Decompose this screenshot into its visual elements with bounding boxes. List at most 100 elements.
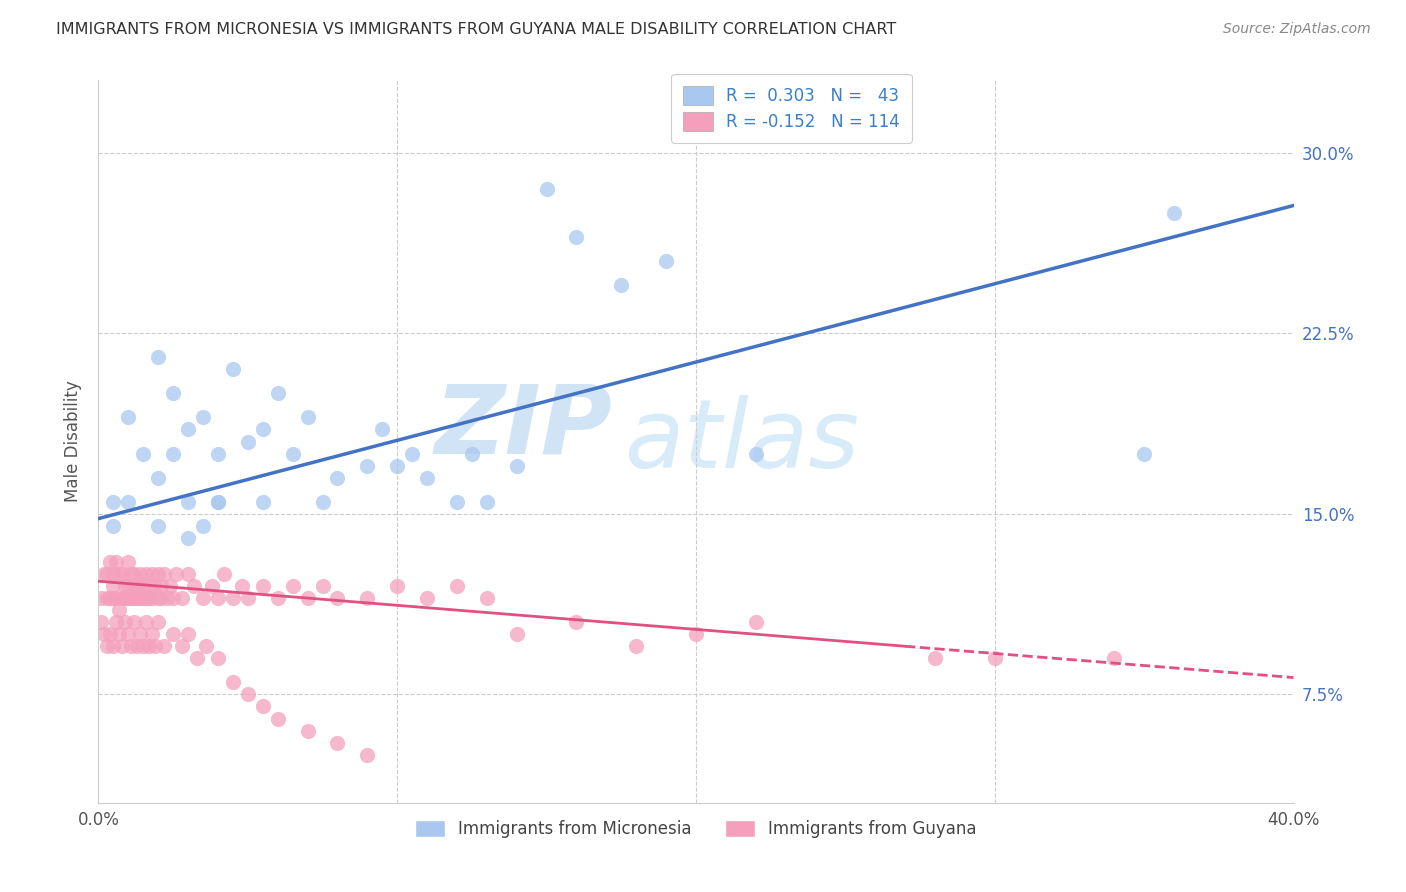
Point <box>356 591 378 606</box>
Point <box>236 687 259 701</box>
Point <box>105 555 128 569</box>
Point <box>129 627 152 641</box>
Point <box>148 471 170 485</box>
Point <box>326 471 349 485</box>
Point <box>177 423 200 437</box>
Point <box>93 627 115 641</box>
Point <box>177 567 200 582</box>
Point <box>177 494 200 508</box>
Point <box>177 531 200 545</box>
Point <box>326 735 349 749</box>
Point <box>98 627 122 641</box>
Point <box>141 627 163 641</box>
Y-axis label: Male Disability: Male Disability <box>63 381 82 502</box>
Point <box>207 494 229 508</box>
Point <box>191 519 214 533</box>
Point <box>150 579 173 593</box>
Point <box>114 579 136 593</box>
Point <box>655 253 678 268</box>
Point <box>90 615 112 630</box>
Point <box>143 639 166 653</box>
Point <box>148 591 170 606</box>
Point <box>252 579 274 593</box>
Point <box>138 639 160 653</box>
Point <box>156 591 179 606</box>
Point <box>267 591 290 606</box>
Point <box>252 423 274 437</box>
Point <box>924 651 946 665</box>
Point <box>416 471 439 485</box>
Point <box>281 447 304 461</box>
Point <box>475 591 498 606</box>
Point <box>141 591 163 606</box>
Point <box>183 579 205 593</box>
Point <box>96 639 118 653</box>
Point <box>148 615 170 630</box>
Point <box>141 567 163 582</box>
Point <box>195 639 218 653</box>
Point <box>120 639 142 653</box>
Point <box>297 723 319 738</box>
Point <box>311 494 333 508</box>
Point <box>103 567 125 582</box>
Point <box>120 591 142 606</box>
Point <box>132 639 155 653</box>
Point <box>135 591 157 606</box>
Point <box>105 615 128 630</box>
Point <box>111 567 134 582</box>
Point <box>385 579 409 593</box>
Point <box>117 494 139 508</box>
Point <box>124 591 146 606</box>
Point <box>162 386 184 401</box>
Point <box>103 519 125 533</box>
Point <box>114 591 136 606</box>
Point <box>401 447 423 461</box>
Point <box>127 591 149 606</box>
Point <box>172 639 194 653</box>
Point <box>150 591 173 606</box>
Point <box>132 447 155 461</box>
Point <box>236 591 259 606</box>
Point <box>311 579 333 593</box>
Point <box>165 567 187 582</box>
Point <box>124 579 146 593</box>
Point <box>117 591 139 606</box>
Point <box>153 639 176 653</box>
Point <box>745 615 768 630</box>
Point <box>111 639 134 653</box>
Point <box>281 579 304 593</box>
Point <box>475 494 498 508</box>
Point <box>162 591 184 606</box>
Point <box>98 555 122 569</box>
Point <box>148 350 170 364</box>
Point <box>177 627 200 641</box>
Point <box>252 699 274 714</box>
Point <box>207 651 229 665</box>
Point <box>371 423 394 437</box>
Point <box>446 579 468 593</box>
Point <box>108 603 131 617</box>
Point <box>506 458 529 473</box>
Point <box>222 362 245 376</box>
Point <box>297 410 319 425</box>
Point <box>1163 205 1185 219</box>
Point <box>135 615 157 630</box>
Point <box>127 579 149 593</box>
Point <box>129 567 152 582</box>
Point <box>159 579 181 593</box>
Point <box>236 434 259 449</box>
Point <box>252 494 274 508</box>
Point <box>172 591 194 606</box>
Point <box>143 579 166 593</box>
Text: IMMIGRANTS FROM MICRONESIA VS IMMIGRANTS FROM GUYANA MALE DISABILITY CORRELATION: IMMIGRANTS FROM MICRONESIA VS IMMIGRANTS… <box>56 22 897 37</box>
Point <box>93 567 115 582</box>
Point <box>120 567 142 582</box>
Point <box>135 567 157 582</box>
Point <box>186 651 208 665</box>
Point <box>984 651 1007 665</box>
Point <box>96 591 118 606</box>
Point <box>1133 447 1156 461</box>
Point <box>267 712 290 726</box>
Point <box>132 591 155 606</box>
Point <box>117 627 139 641</box>
